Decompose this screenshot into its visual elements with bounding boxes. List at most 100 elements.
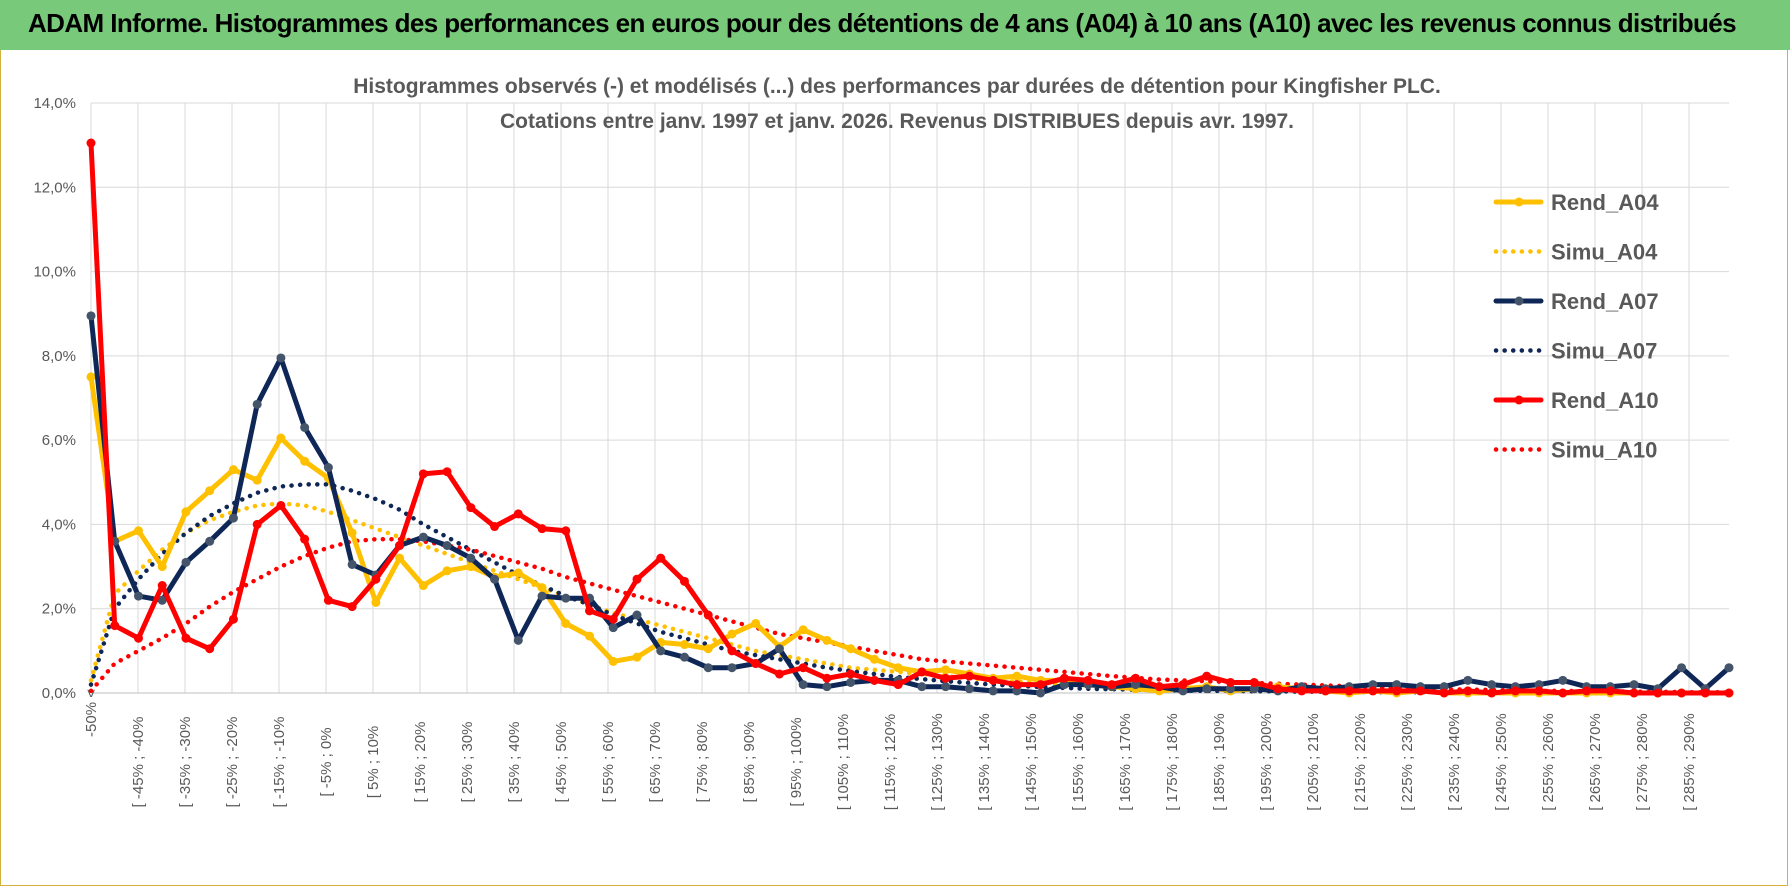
data-point-Rend_A10 (418, 469, 428, 479)
data-point-Rend_A10 (490, 522, 500, 532)
x-tick-label: [ -45% ; -40% (130, 717, 147, 808)
data-point-Rend_A04 (371, 597, 381, 607)
data-point-Rend_A04 (893, 663, 903, 673)
x-tick-label: [ 85% ; 90% (741, 722, 758, 803)
report-title: ADAM Informe. Histogrammes des performan… (28, 8, 1737, 38)
data-point-Rend_A07 (157, 595, 167, 605)
data-point-Rend_A10 (252, 519, 262, 529)
series-line-Rend_A07 (88, 313, 1732, 696)
data-point-Rend_A10 (1249, 677, 1259, 687)
x-tick-label: [ 145% ; 150% (1023, 713, 1040, 811)
data-point-Rend_A04 (679, 640, 689, 650)
data-point-Rend_A10 (917, 667, 927, 677)
legend: Rend_A04 Simu_A04 Rend_A07 Simu_A07 Rend_A10… (1493, 190, 1659, 463)
y-tick-label: 12,0% (33, 179, 76, 196)
data-point-Rend_A04 (133, 526, 143, 536)
data-point-Rend_A10 (1415, 686, 1425, 696)
legend-label-Rend_A04: Rend_A04 (1551, 190, 1659, 215)
data-point-Rend_A04 (181, 507, 191, 517)
data-point-Rend_A07 (86, 311, 96, 321)
data-point-Rend_A04 (86, 372, 96, 382)
data-point-Rend_A10 (347, 602, 357, 612)
x-tick-label: [ -5% ; 0% (318, 727, 335, 796)
x-axis: -50% < [ -45% ; -40% [ -35% ; -30% [ -25% ;… (83, 689, 1698, 811)
data-point-Rend_A10 (466, 503, 476, 513)
data-point-Rend_A07 (1059, 680, 1069, 690)
y-tick-label: 2,0% (42, 601, 76, 618)
data-point-Rend_A10 (751, 659, 761, 668)
data-point-Rend_A10 (276, 500, 286, 510)
data-point-Rend_A10 (323, 595, 333, 605)
data-point-Rend_A10 (561, 526, 571, 536)
legend-label-Rend_A10: Rend_A10 (1551, 388, 1659, 413)
data-point-Rend_A10 (774, 669, 784, 679)
data-point-Rend_A04 (228, 465, 238, 475)
data-point-Rend_A07 (798, 680, 808, 690)
data-point-Rend_A10 (727, 646, 737, 656)
data-point-Rend_A10 (679, 576, 689, 586)
data-point-Rend_A07 (917, 682, 927, 692)
data-point-Rend_A07 (1724, 663, 1734, 673)
y-tick-label: 8,0% (42, 348, 76, 365)
x-tick-label: [ -25% ; -20% (224, 717, 241, 808)
data-point-Rend_A10 (513, 509, 523, 519)
data-point-Rend_A10 (1558, 688, 1568, 698)
y-tick-label: 4,0% (42, 516, 76, 533)
data-point-Rend_A10 (442, 467, 452, 477)
data-point-Rend_A07 (466, 553, 476, 563)
data-point-Rend_A10 (822, 673, 832, 683)
x-tick-label: -50% < (83, 689, 100, 737)
x-tick-label: [ 235% ; 240% (1446, 713, 1463, 811)
data-point-Rend_A07 (656, 646, 666, 656)
data-point-Rend_A07 (205, 536, 215, 546)
data-point-Rend_A04 (941, 665, 951, 675)
data-point-Rend_A04 (513, 568, 523, 578)
data-point-Rend_A04 (585, 631, 595, 641)
x-tick-label: [ 135% ; 140% (976, 713, 993, 811)
data-point-Rend_A10 (1582, 686, 1592, 696)
data-point-Rend_A07 (1202, 684, 1212, 694)
data-point-Rend_A07 (1368, 680, 1378, 690)
data-point-Rend_A10 (1083, 675, 1093, 685)
data-point-Rend_A07 (323, 463, 333, 473)
y-tick-label: 14,0% (33, 95, 76, 112)
data-point-Rend_A10 (1368, 686, 1378, 696)
x-tick-label: [ -15% ; -10% (271, 717, 288, 808)
x-tick-label: [ 285% ; 290% (1681, 713, 1698, 811)
data-point-Rend_A07 (347, 559, 357, 569)
data-point-Rend_A07 (846, 677, 856, 687)
legend-label-Simu_A04: Simu_A04 (1551, 240, 1658, 265)
data-point-Rend_A10 (1629, 688, 1639, 698)
data-point-Rend_A04 (466, 562, 476, 572)
data-point-Rend_A04 (703, 644, 713, 654)
data-point-Rend_A07 (632, 610, 642, 620)
data-point-Rend_A10 (1653, 688, 1663, 698)
data-point-Rend_A10 (537, 524, 547, 534)
data-point-Rend_A07 (181, 557, 191, 567)
x-tick-label: [ 205% ; 210% (1305, 713, 1322, 811)
series-line-Simu_A04 (88, 501, 1732, 695)
data-point-Rend_A10 (846, 669, 856, 679)
data-point-Rend_A10 (1012, 680, 1022, 690)
data-point-Rend_A04 (869, 654, 879, 664)
x-tick-label: [ 15% ; 20% (412, 722, 429, 803)
data-point-Rend_A10 (656, 553, 666, 563)
data-point-Rend_A10 (893, 680, 903, 690)
series-line-Rend_A04 (88, 374, 1732, 696)
series-line-Simu_A10 (88, 536, 1732, 695)
data-point-Rend_A04 (418, 581, 428, 591)
data-point-Rend_A10 (608, 614, 618, 624)
data-point-Rend_A10 (1534, 686, 1544, 696)
legend-label-Rend_A07: Rend_A07 (1551, 289, 1659, 314)
data-point-Rend_A10 (941, 673, 951, 683)
data-point-Rend_A07 (1178, 686, 1188, 696)
data-point-Rend_A10 (1036, 680, 1046, 690)
data-point-Rend_A04 (537, 583, 547, 593)
data-point-Rend_A10 (1392, 686, 1402, 696)
data-point-Rend_A10 (1605, 686, 1615, 696)
y-axis: 0,0% 2,0% 4,0% 6,0% 8,0% 10,0% 12,0% 14,0% (33, 95, 76, 702)
x-tick-label: [ 215% ; 220% (1352, 713, 1369, 811)
data-point-Rend_A10 (1297, 686, 1307, 696)
data-point-Rend_A04 (846, 644, 856, 654)
data-point-Rend_A10 (395, 541, 405, 550)
